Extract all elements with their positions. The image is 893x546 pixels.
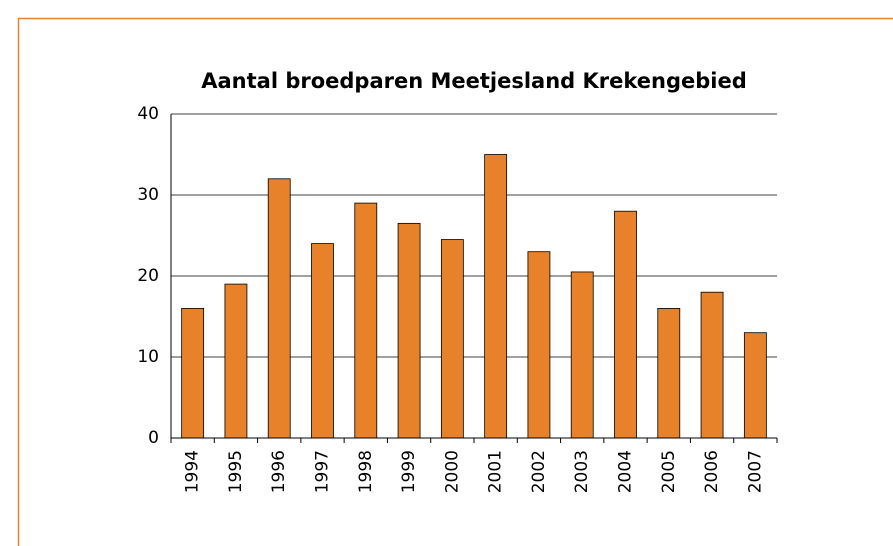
bar — [614, 210, 637, 439]
bar — [267, 178, 291, 439]
x-tick-label: 2002 — [529, 450, 549, 493]
bar — [484, 154, 508, 439]
x-tick-label: 2000 — [442, 450, 462, 493]
bar — [311, 243, 334, 439]
bar — [743, 332, 767, 439]
x-tick-label: 1994 — [183, 450, 203, 493]
chart-title: Aantal broedparen Meetjesland Krekengebi… — [201, 69, 747, 93]
x-tick-label: 2001 — [486, 450, 506, 493]
bar — [657, 307, 681, 439]
y-tick-label: 20 — [137, 266, 159, 286]
x-tick-label: 2006 — [702, 450, 722, 493]
x-tick-label: 1995 — [226, 450, 246, 493]
x-tick-label: 1997 — [313, 450, 333, 493]
bar — [354, 202, 378, 439]
bar — [527, 251, 551, 439]
bar — [440, 239, 464, 439]
bar — [700, 291, 724, 439]
y-tick-label: 30 — [137, 185, 159, 205]
y-tick-label: 40 — [137, 104, 159, 124]
x-tick-label: 2005 — [659, 450, 679, 493]
x-tick-label: 2007 — [745, 450, 765, 493]
bar — [181, 307, 205, 439]
bar — [570, 271, 594, 439]
y-tick-label: 0 — [148, 428, 159, 448]
y-tick-label: 10 — [137, 347, 159, 367]
x-tick-label: 2004 — [616, 450, 636, 493]
bar — [397, 222, 421, 439]
x-tick-label: 1996 — [269, 450, 289, 493]
x-tick-label: 1999 — [399, 450, 419, 493]
x-tick-label: 1998 — [356, 450, 376, 493]
bar — [224, 283, 248, 439]
x-tick-label: 2003 — [572, 450, 592, 493]
